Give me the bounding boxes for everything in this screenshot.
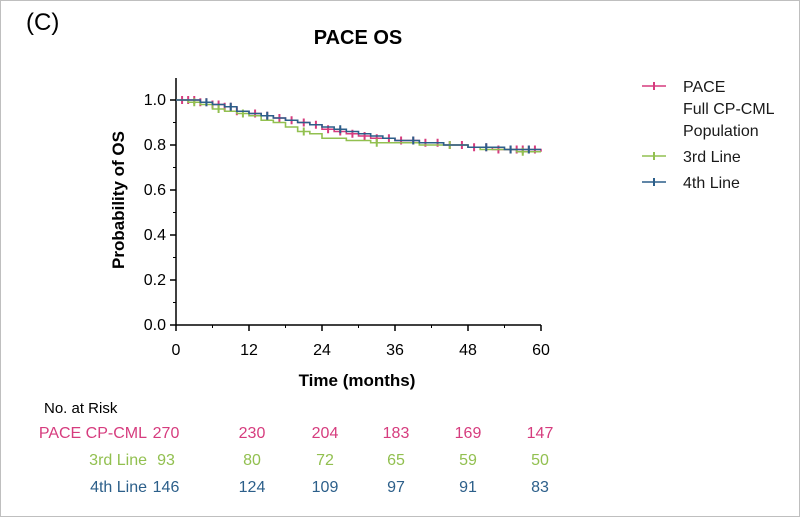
- risk-row-label: 4th Line: [90, 479, 147, 496]
- risk-row-label: 3rd Line: [89, 452, 147, 469]
- y-tick-label: 0.4: [144, 227, 166, 244]
- y-tick-label: 0.6: [144, 182, 166, 199]
- legend-label: PACE: [683, 79, 725, 96]
- risk-value: 65: [387, 452, 405, 469]
- risk-value: 72: [316, 452, 334, 469]
- axes: 0.0 0.2 0.4 0.6 0.8 1.0 0 12 24 36 48 60: [144, 78, 550, 359]
- x-tick-label: 60: [532, 342, 550, 359]
- risk-table-heading: No. at Risk: [44, 400, 118, 417]
- legend-label: 4th Line: [683, 175, 740, 192]
- risk-row-label: PACE CP-CML: [39, 425, 147, 442]
- x-tick-label: 0: [172, 342, 181, 359]
- legend-item-2: 3rd Line: [642, 149, 741, 166]
- risk-value: 97: [387, 479, 405, 496]
- legend-item-1: PACE Full CP-CML Population: [642, 79, 775, 140]
- risk-row-1: PACE CP-CML 270 230 204 183 169 147: [39, 425, 554, 442]
- risk-value: 124: [239, 479, 266, 496]
- x-tick-label: 36: [386, 342, 404, 359]
- risk-row-2: 3rd Line 93 80 72 65 59 50: [89, 452, 549, 469]
- series-layer: [176, 96, 542, 156]
- risk-value: 146: [153, 479, 180, 496]
- panel-label: (C): [26, 9, 59, 36]
- legend-label: Full CP-CML: [683, 101, 775, 118]
- risk-value: 230: [239, 425, 266, 442]
- y-tick-label: 0.8: [144, 137, 166, 154]
- x-tick-label: 12: [240, 342, 258, 359]
- risk-value: 93: [157, 452, 175, 469]
- risk-row-3: 4th Line 146 124 109 97 91 83: [90, 479, 549, 496]
- risk-table: No. at Risk PACE CP-CML 270 230 204 183 169 147…: [39, 400, 554, 496]
- legend-label: 3rd Line: [683, 149, 741, 166]
- y-tick-label: 1.0: [144, 92, 166, 109]
- legend-label: Population: [683, 123, 759, 140]
- risk-value: 80: [243, 452, 261, 469]
- legend-item-3: 4th Line: [642, 175, 740, 192]
- x-tick-label: 24: [313, 342, 331, 359]
- chart-title: PACE OS: [314, 27, 403, 49]
- risk-value: 50: [531, 452, 549, 469]
- risk-value: 270: [153, 425, 180, 442]
- x-axis-title: Time (months): [299, 371, 416, 390]
- y-tick-label: 0.2: [144, 272, 166, 289]
- series-3: [176, 98, 541, 154]
- risk-value: 91: [459, 479, 477, 496]
- risk-value: 183: [383, 425, 410, 442]
- risk-value: 169: [455, 425, 482, 442]
- risk-value: 59: [459, 452, 477, 469]
- legend: PACE Full CP-CML Population 3rd Line 4th Lin…: [642, 79, 775, 192]
- x-tick-label: 48: [459, 342, 477, 359]
- risk-value: 109: [312, 479, 339, 496]
- risk-value: 83: [531, 479, 549, 496]
- y-tick-label: 0.0: [144, 317, 166, 334]
- risk-value: 204: [312, 425, 339, 442]
- risk-value: 147: [527, 425, 554, 442]
- y-axis-title: Probability of OS: [109, 131, 128, 269]
